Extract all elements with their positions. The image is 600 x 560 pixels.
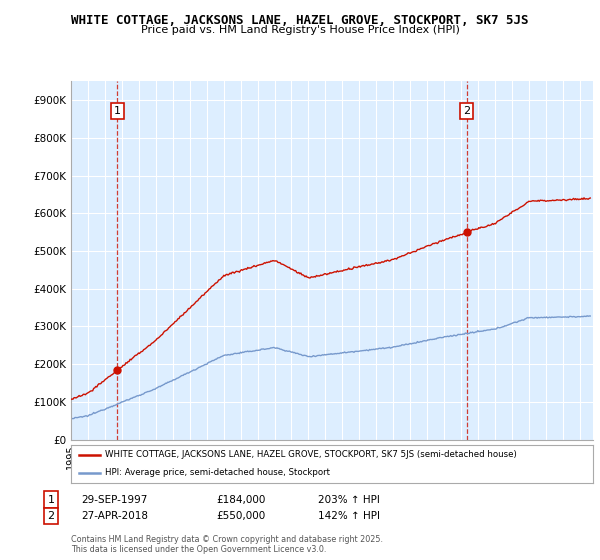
Text: £184,000: £184,000: [216, 494, 265, 505]
Text: 2: 2: [463, 106, 470, 116]
Text: 1: 1: [47, 494, 55, 505]
Text: 142% ↑ HPI: 142% ↑ HPI: [318, 511, 380, 521]
Text: HPI: Average price, semi-detached house, Stockport: HPI: Average price, semi-detached house,…: [105, 468, 330, 477]
Text: 29-SEP-1997: 29-SEP-1997: [81, 494, 148, 505]
Text: Contains HM Land Registry data © Crown copyright and database right 2025.
This d: Contains HM Land Registry data © Crown c…: [71, 535, 383, 554]
Text: £550,000: £550,000: [216, 511, 265, 521]
Text: 2: 2: [47, 511, 55, 521]
Text: Price paid vs. HM Land Registry's House Price Index (HPI): Price paid vs. HM Land Registry's House …: [140, 25, 460, 35]
Text: 27-APR-2018: 27-APR-2018: [81, 511, 148, 521]
Text: WHITE COTTAGE, JACKSONS LANE, HAZEL GROVE, STOCKPORT, SK7 5JS: WHITE COTTAGE, JACKSONS LANE, HAZEL GROV…: [71, 14, 529, 27]
Text: 1: 1: [114, 106, 121, 116]
Text: 203% ↑ HPI: 203% ↑ HPI: [318, 494, 380, 505]
Text: WHITE COTTAGE, JACKSONS LANE, HAZEL GROVE, STOCKPORT, SK7 5JS (semi-detached hou: WHITE COTTAGE, JACKSONS LANE, HAZEL GROV…: [105, 450, 517, 459]
